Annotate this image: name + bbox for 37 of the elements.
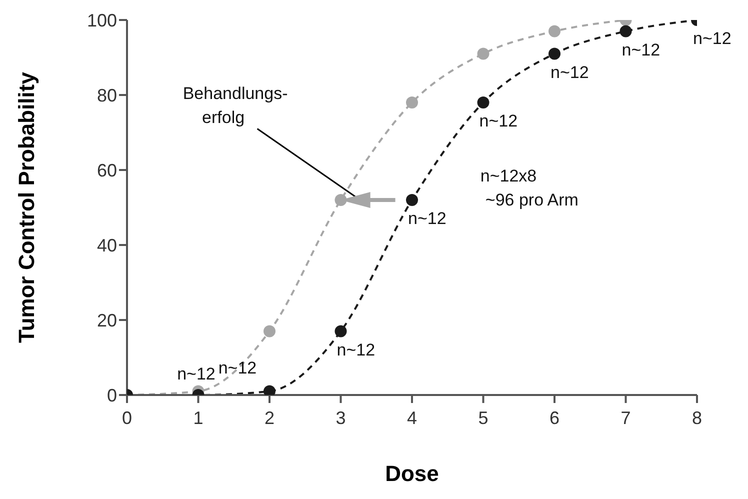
- annotation: n~12: [408, 209, 446, 228]
- annotation: n~12: [550, 62, 589, 82]
- point: [264, 325, 276, 338]
- point: [548, 25, 560, 38]
- point: [620, 25, 632, 38]
- x-tick-label: 4: [406, 408, 418, 428]
- y-tick-label: 60: [96, 160, 117, 180]
- annotation: n~12: [622, 40, 660, 60]
- y-tick-label: 40: [96, 235, 117, 256]
- point: [477, 96, 490, 108]
- annotation: n~12: [177, 364, 216, 384]
- x-tick-label: 2: [264, 408, 275, 428]
- y-tick-label: 20: [96, 310, 117, 330]
- y-tick-label: 100: [86, 10, 117, 30]
- point: [406, 194, 418, 206]
- x-axis-title: Dose: [385, 461, 439, 486]
- point: [477, 48, 490, 60]
- annotation: n~12: [693, 29, 732, 48]
- x-tick-label: 8: [692, 408, 702, 428]
- y-tick-label: 0: [106, 385, 117, 406]
- x-tick-label: 7: [620, 408, 631, 428]
- annotation: Behandlungs- erfolg: [182, 84, 288, 127]
- annotation: n~12: [218, 358, 257, 378]
- point: [406, 96, 418, 108]
- annotation: n~12x8 ~96 pro Arm: [480, 166, 578, 210]
- y-axis-title: Tumor Control Probability: [14, 71, 39, 343]
- x-tick-label: 5: [478, 408, 488, 428]
- point: [334, 194, 347, 206]
- point: [548, 48, 560, 60]
- x-tick-label: 0: [122, 408, 132, 428]
- y-tick-label: 80: [96, 85, 117, 106]
- annotation: n~12: [479, 112, 518, 130]
- x-tick-label: 1: [193, 408, 204, 428]
- x-tick-label: 6: [549, 408, 560, 428]
- annotation: n~12: [336, 340, 376, 360]
- x-tick-label: 3: [336, 408, 346, 428]
- point: [334, 325, 347, 338]
